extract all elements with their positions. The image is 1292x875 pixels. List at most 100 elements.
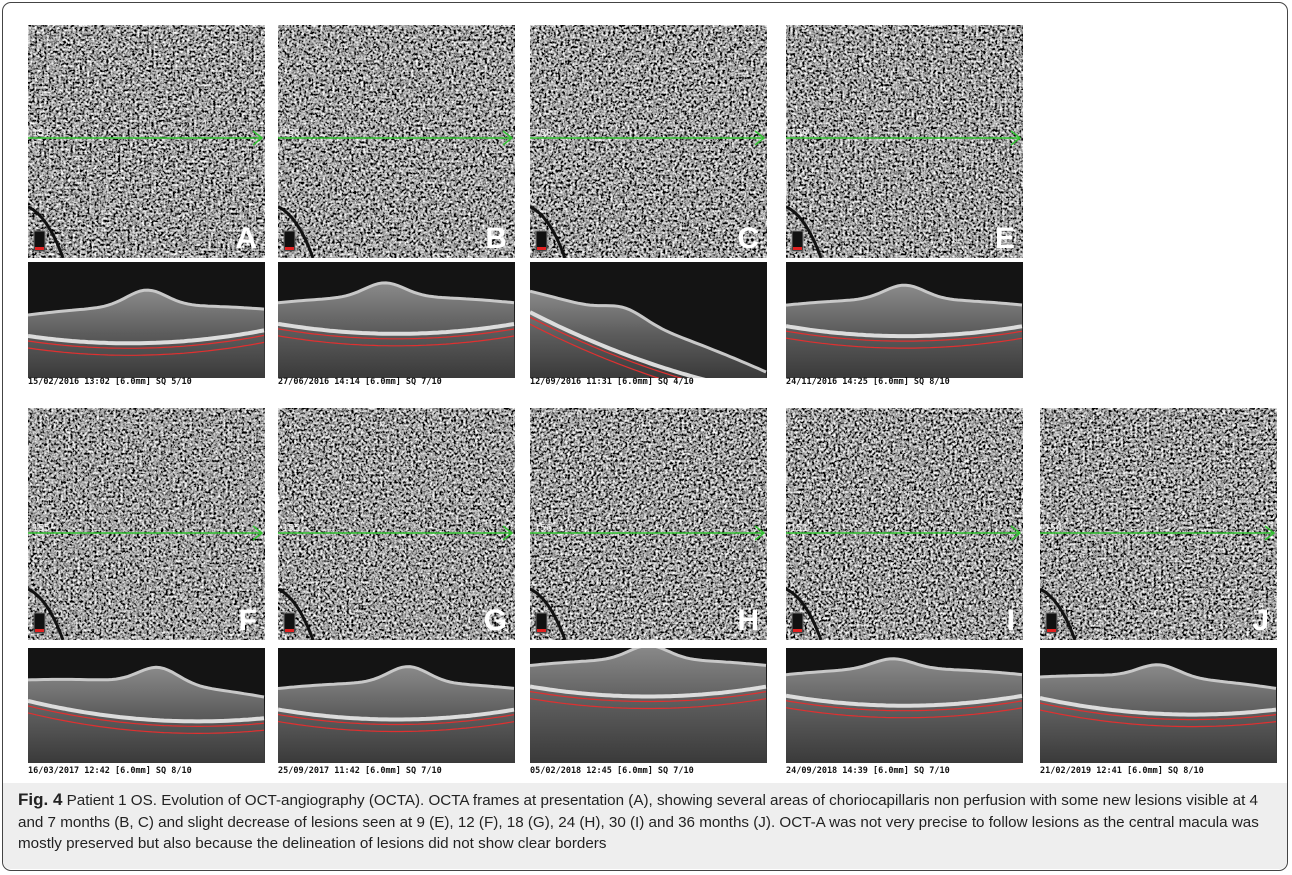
bscan-image bbox=[278, 262, 515, 378]
rpe-band bbox=[1040, 696, 1277, 717]
bscan-image bbox=[278, 648, 515, 763]
scan-caption: 05/02/2018 12:45 [6.0mm] SQ 7/10 bbox=[530, 766, 694, 776]
vessel bbox=[530, 587, 567, 640]
bscan-image bbox=[1040, 648, 1277, 763]
segmentation-line bbox=[28, 341, 265, 356]
segmentation-line bbox=[786, 330, 1023, 342]
quality-icon bbox=[535, 230, 548, 252]
octa-texture bbox=[1040, 408, 1277, 640]
panel-letter: C bbox=[737, 222, 759, 255]
vessel bbox=[786, 587, 823, 640]
retina-tissue bbox=[786, 285, 1023, 378]
rpe-band bbox=[278, 707, 515, 722]
octa-image: 155 F bbox=[28, 408, 265, 640]
bscan-image bbox=[530, 262, 767, 378]
quality-level bbox=[35, 247, 44, 250]
scan-caption: 15/02/2016 13:02 [6.0mm] SQ 5/10 bbox=[28, 377, 192, 387]
octa-texture bbox=[278, 25, 515, 258]
segmentation-line bbox=[530, 316, 683, 378]
quality-level bbox=[285, 629, 294, 632]
quality-icon bbox=[791, 230, 804, 252]
segmentation-line bbox=[278, 328, 515, 340]
caption-text: Patient 1 OS. Evolution of OCT-angiograp… bbox=[18, 792, 1259, 852]
vessel bbox=[530, 205, 567, 258]
retina-tissue bbox=[530, 291, 767, 378]
panel-letter: I bbox=[1007, 604, 1015, 637]
quality-icon bbox=[283, 230, 296, 252]
scan-caption: 16/03/2017 12:42 [6.0mm] SQ 8/10 bbox=[28, 766, 192, 776]
scan-arrow bbox=[252, 130, 264, 146]
segmentation-line bbox=[1040, 709, 1277, 728]
bscan-image bbox=[786, 648, 1023, 763]
quality-icon bbox=[33, 612, 46, 634]
segmentation-line bbox=[28, 334, 265, 349]
rpe-band bbox=[530, 684, 767, 699]
rpe-band bbox=[786, 324, 1023, 339]
nerve-fiber-layer bbox=[1040, 663, 1277, 690]
octa-texture bbox=[530, 408, 767, 640]
octa-image: 155 G bbox=[278, 408, 515, 640]
octa-image: 151 A bbox=[28, 25, 265, 258]
retina-tissue bbox=[28, 667, 265, 763]
figure-caption: Fig. 4 Patient 1 OS. Evolution of OCT-an… bbox=[3, 783, 1287, 869]
octa-texture bbox=[530, 25, 767, 258]
bscan-image bbox=[786, 262, 1023, 378]
quality-level bbox=[35, 629, 44, 632]
nerve-fiber-layer bbox=[530, 648, 767, 667]
rpe-band bbox=[530, 310, 706, 378]
quality-level bbox=[285, 247, 294, 250]
octa-texture bbox=[28, 25, 265, 258]
scan-line-number: 158 bbox=[1044, 523, 1062, 534]
segmentation-line bbox=[530, 323, 660, 378]
scan-line-number: 151 bbox=[790, 523, 808, 534]
vessel bbox=[28, 587, 65, 640]
rpe-band bbox=[278, 321, 515, 336]
panel-letter: G bbox=[484, 604, 507, 637]
scan-line-number: 155 bbox=[282, 523, 300, 534]
rpe-band bbox=[786, 693, 1023, 708]
segmentation-line bbox=[278, 713, 515, 726]
scan-caption: 24/09/2018 14:39 [6.0mm] SQ 7/10 bbox=[786, 766, 950, 776]
segmentation-line bbox=[786, 707, 1023, 719]
retina-tissue bbox=[278, 282, 515, 378]
nerve-fiber-layer bbox=[278, 665, 515, 690]
panel-letter: E bbox=[995, 222, 1015, 255]
nerve-fiber-layer bbox=[278, 281, 515, 305]
panel-letter: A bbox=[235, 222, 257, 255]
rpe-band bbox=[28, 698, 265, 724]
quality-level bbox=[793, 247, 802, 250]
vessel bbox=[278, 587, 315, 640]
quality-icon bbox=[1045, 612, 1058, 634]
segmentation-line bbox=[530, 697, 767, 710]
nerve-fiber-layer bbox=[28, 288, 265, 317]
octa-image: 151 I bbox=[786, 408, 1023, 640]
scan-arrow bbox=[252, 525, 264, 541]
scan-line-number: 151 bbox=[32, 128, 50, 139]
quality-level bbox=[537, 629, 546, 632]
scan-arrow bbox=[754, 130, 766, 146]
scan-arrow bbox=[502, 130, 514, 146]
scan-arrow bbox=[754, 525, 766, 541]
segmentation-line bbox=[278, 335, 515, 347]
scan-caption: 12/09/2016 11:31 [6.0mm] SQ 4/10 bbox=[530, 377, 694, 387]
quality-level bbox=[1047, 629, 1056, 632]
scan-caption: 27/06/2016 14:14 [6.0mm] SQ 7/10 bbox=[278, 377, 442, 387]
panel-letter: B bbox=[485, 222, 507, 255]
nerve-fiber-layer bbox=[530, 289, 767, 374]
retina-tissue bbox=[28, 290, 265, 378]
figure: 151 A 15/02/2016 13:02 [6.0mm] SQ 5/10 156 B… bbox=[28, 25, 1277, 776]
quality-level bbox=[537, 247, 546, 250]
segmentation-line bbox=[530, 690, 767, 703]
octa-image: 158 E bbox=[786, 25, 1023, 258]
scan-arrow bbox=[1264, 525, 1276, 541]
vessel bbox=[28, 205, 65, 258]
octa-image: 158 J bbox=[1040, 408, 1277, 640]
vessel bbox=[786, 205, 823, 258]
caption-label: Fig. 4 bbox=[18, 790, 63, 809]
segmentation-line bbox=[1040, 702, 1277, 721]
segmentation-line bbox=[278, 720, 515, 733]
bscan-image bbox=[28, 648, 265, 763]
scan-caption: 25/09/2017 11:42 [6.0mm] SQ 7/10 bbox=[278, 766, 442, 776]
octa-texture bbox=[28, 408, 265, 640]
